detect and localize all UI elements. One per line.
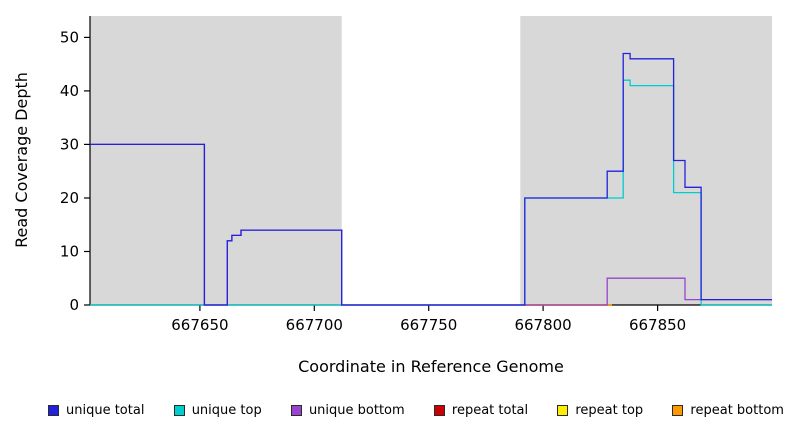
y-tick-label: 50: [60, 28, 79, 46]
x-axis-title: Coordinate in Reference Genome: [298, 357, 564, 376]
axes: 667650 667700 667750 667800 667850 0 10 20 30 40 5…: [60, 16, 772, 334]
legend-item-repeat-total: repeat total: [433, 402, 529, 418]
y-tick-label: 0: [69, 296, 79, 314]
coverage-depth-plot: 667650 667700 667750 667800 667850 0 10 20 30 40 5…: [12, 16, 772, 376]
legend-swatch-unique-bottom: [290, 404, 302, 416]
x-tick-label: 667800: [514, 316, 571, 334]
x-tick-label: 667650: [171, 316, 228, 334]
legend-label: repeat total: [451, 402, 529, 418]
y-tick-label: 20: [60, 189, 79, 207]
x-tick-label: 667750: [400, 316, 457, 334]
legend-item-unique-bottom: unique bottom: [290, 402, 405, 418]
legend-swatch-repeat-bottom: [672, 404, 684, 416]
y-tick-label: 10: [60, 243, 79, 261]
legend-swatch-repeat-total: [433, 404, 445, 416]
legend-label: repeat bottom: [690, 402, 784, 418]
y-tick-label: 30: [60, 135, 79, 153]
coverage-block-left: [90, 16, 342, 305]
highlight-regions: [90, 16, 772, 305]
legend-item-repeat-bottom: repeat bottom: [672, 403, 784, 418]
series-line-unique-total: [90, 52, 772, 306]
legend-swatch-unique-total: [48, 404, 59, 416]
coverage-block-right: [520, 16, 772, 305]
legend-label: unique top: [191, 402, 262, 418]
y-axis-title: Read Coverage Depth: [12, 72, 31, 248]
legend-item-repeat-top: repeat top: [557, 403, 643, 418]
legend-swatch-unique-top: [173, 404, 185, 416]
legend-label: unique total: [66, 402, 145, 418]
legend: unique total unique top unique bottom repea…: [48, 399, 784, 421]
x-tick-label: 667850: [629, 316, 686, 334]
legend-label: unique bottom: [308, 402, 405, 418]
legend-swatch-repeat-top: [557, 404, 569, 416]
series-lines: [90, 52, 772, 306]
x-tick-label: 667700: [286, 316, 343, 334]
legend-item-unique-top: unique top: [173, 402, 262, 418]
legend-label: repeat top: [575, 402, 644, 418]
y-tick-label: 40: [60, 82, 79, 100]
legend-item-unique-total: unique total: [48, 403, 144, 418]
